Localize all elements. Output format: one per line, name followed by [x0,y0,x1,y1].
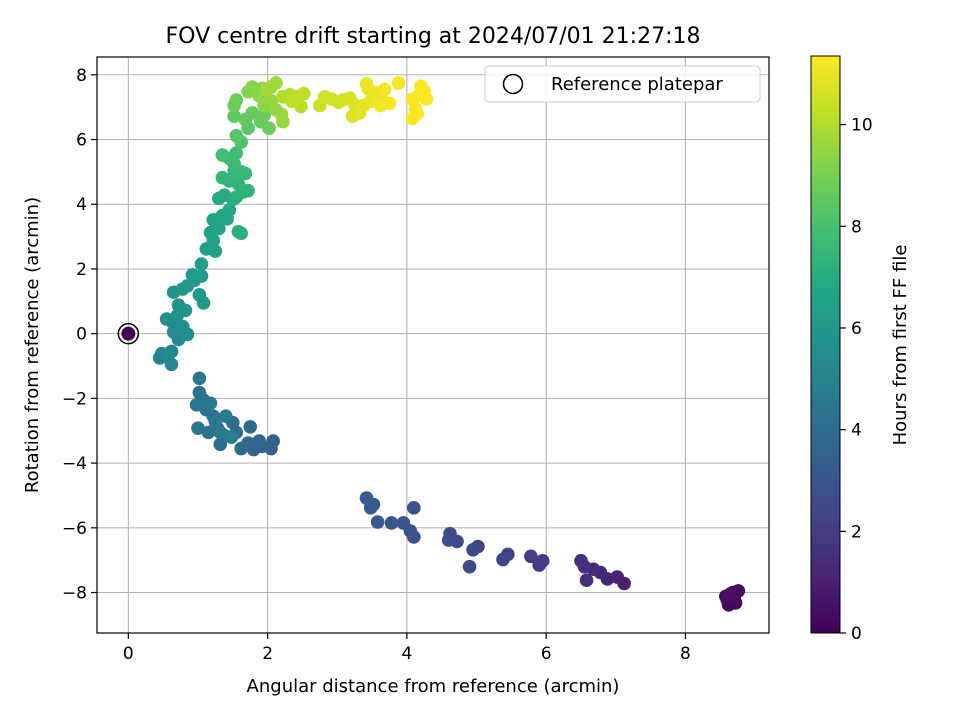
data-point [196,296,211,310]
y-tick-label: 2 [76,260,87,280]
data-point [377,82,392,97]
data-point [370,515,385,529]
data-point [410,106,425,121]
data-point [466,543,480,557]
colorbar-tick-label: 0 [851,624,862,644]
data-point [297,86,311,101]
y-tick-label: 0 [76,325,87,345]
data-point [208,414,223,429]
data-point [164,357,179,372]
data-point [208,244,223,258]
data-point [524,549,538,564]
data-point [238,166,253,181]
data-point [574,554,588,568]
colorbar-tick-label: 4 [851,421,862,441]
points-layer [152,76,746,612]
data-point [245,106,260,120]
y-tick-label: 4 [76,195,87,215]
data-point [213,425,228,440]
data-point [215,148,230,162]
data-point [359,77,374,91]
data-point [234,226,248,241]
data-point [171,298,186,312]
y-axis-label: Rotation from reference (arcmin) [22,197,43,493]
x-axis: 0 2 4 6 8 [123,633,691,664]
grid [97,57,769,633]
legend-marker-icon [502,73,524,95]
data-point [382,96,397,111]
data-point [234,441,248,456]
x-tick-label: 2 [262,644,273,664]
data-point [227,98,241,113]
x-tick-label: 6 [541,644,552,664]
data-point [194,269,209,283]
data-point [441,533,456,547]
reference-dot [121,326,136,341]
colorbar-tick-label: 8 [851,217,862,237]
colorbar-label: Hours from first FF file [890,245,911,446]
data-point [229,128,244,143]
data-point [175,319,190,334]
data-point [227,109,241,124]
data-point [213,437,228,452]
colorbar-tick-label: 2 [851,522,862,542]
data-point [396,516,411,530]
reference-marker [117,322,140,345]
legend[interactable]: Reference platepar [484,65,761,103]
data-point [407,500,421,515]
data-point [276,114,290,129]
chart-title: FOV centre drift starting at 2024/07/01 … [166,24,701,49]
data-point [532,558,546,572]
data-point [723,587,737,601]
data-point [219,409,233,423]
x-axis-label: Angular distance from reference (arcmin) [247,676,620,697]
data-point [384,516,399,530]
data-point [419,92,434,106]
data-point [194,257,209,271]
colorbar-tick-label: 6 [851,319,862,339]
colorbar-gradient [810,55,841,634]
data-point [496,552,510,567]
colorbar-tick-label: 10 [851,116,873,136]
data-point [462,559,477,574]
data-point [191,421,205,435]
x-tick-label: 4 [401,644,412,664]
data-point [215,170,230,185]
data-point [285,94,299,109]
data-point [229,146,244,160]
data-point [243,420,258,434]
data-point [161,346,176,361]
colorbar-ticks: 0 2 4 6 8 10 [840,116,873,644]
colorbar: 0 2 4 6 8 10 Hours from first FF file [810,55,911,644]
legend-entry-label: Reference platepar [551,74,723,95]
plot-frame [96,56,770,634]
y-tick-label: −2 [62,389,87,409]
x-tick-label: 8 [680,644,691,664]
reference-ring [117,322,140,345]
data-point [192,385,207,400]
data-point [391,76,406,90]
y-tick-label: −8 [62,584,87,604]
data-point [192,371,207,386]
data-point [359,491,374,505]
data-point [203,396,218,411]
y-tick-label: −4 [62,454,87,474]
data-point [222,203,237,217]
y-tick-label: 6 [76,131,87,151]
y-tick-label: −6 [62,519,87,539]
data-point [579,573,594,588]
data-point [241,183,255,198]
data-point [224,430,239,445]
data-point [269,76,283,90]
y-tick-label: 8 [76,66,87,86]
data-point [262,121,276,135]
data-point [189,398,204,412]
data-point [259,83,274,98]
x-tick-label: 0 [123,644,134,664]
legend-box [484,65,761,103]
data-point [201,425,216,440]
y-axis: −8 −6 −4 −2 0 2 4 6 8 [62,66,97,604]
